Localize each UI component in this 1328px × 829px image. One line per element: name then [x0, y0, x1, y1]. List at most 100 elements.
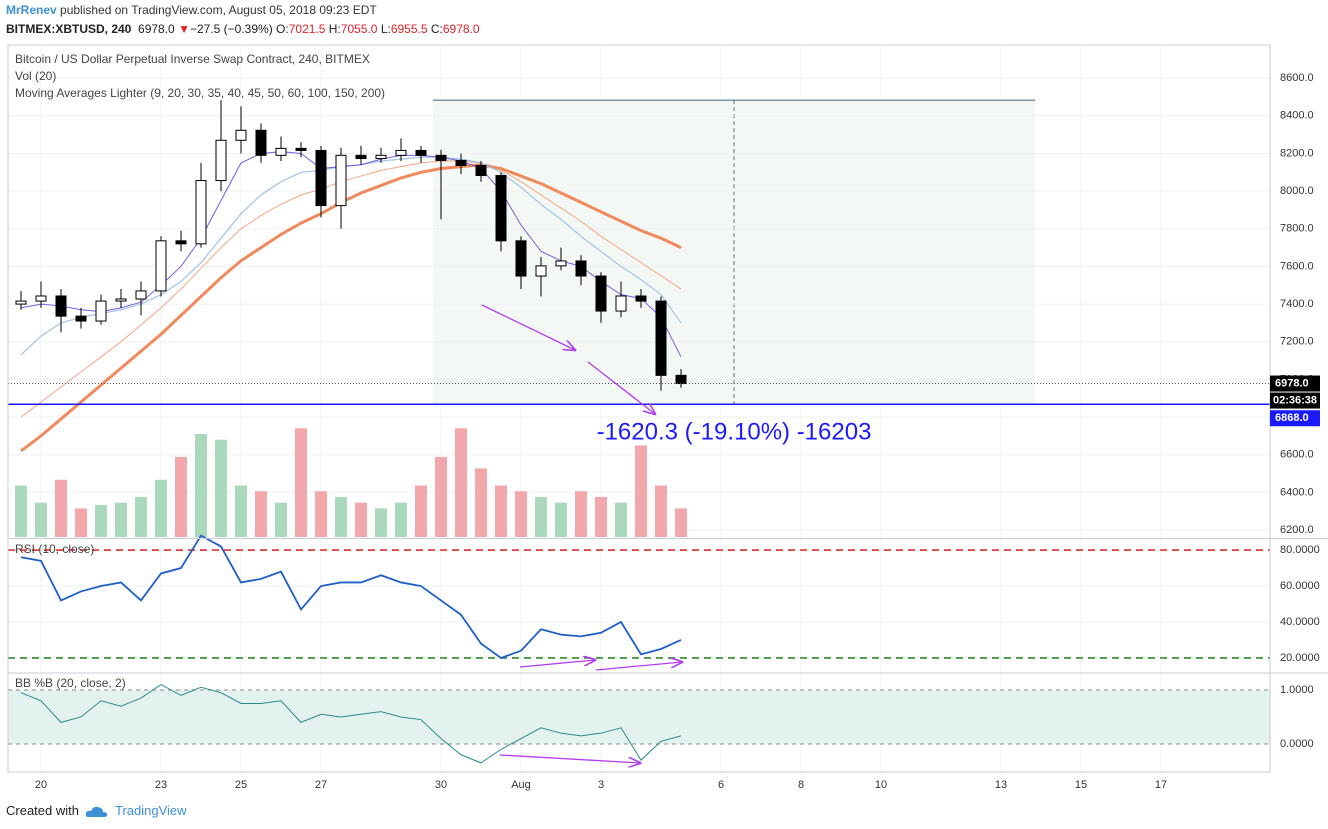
chart: 20 23 25 27 30 Aug 3 6 8 10 13 15 17 -1620.3 (-19.10%… [7, 44, 1328, 791]
volume-bar [515, 491, 527, 537]
candle-body [275, 147, 287, 156]
l-label: L: [380, 22, 391, 36]
volume-bar [195, 434, 207, 537]
candle-body [155, 240, 167, 292]
volume-bar [655, 485, 667, 537]
volume-bar [15, 485, 27, 537]
pane-title: RSI (10, close) [15, 542, 94, 556]
candle-body [295, 147, 307, 151]
candle-body [75, 315, 87, 322]
candle-body [215, 139, 227, 182]
x-tick-label: 13 [995, 779, 1007, 791]
volume-bar [95, 504, 107, 537]
candle-body [615, 295, 627, 312]
brand[interactable]: TradingView [114, 803, 187, 818]
y-tick-label: 7800.0 [1280, 223, 1314, 235]
legend-entry: Moving Averages Lighter (9, 20, 30, 35, … [15, 86, 385, 100]
candle-body [635, 295, 647, 302]
volume-bar [175, 456, 187, 537]
y-tick-label: 7400.0 [1280, 298, 1314, 310]
volume-bar [75, 508, 87, 537]
price-label: 6868.0 [1275, 412, 1309, 424]
candle-body [395, 149, 407, 156]
measure-label: -1620.3 (-19.10%) -16203 [597, 419, 872, 446]
overlay-layer: 20 23 25 27 30 Aug 3 6 8 10 13 15 17 -1620.3 (-19.10%… [7, 44, 1328, 791]
moving-average [20, 163, 682, 453]
volume-bar [395, 502, 407, 537]
volume-bar [355, 502, 367, 537]
candle-body [415, 149, 427, 156]
x-tick-label: 6 [718, 779, 724, 791]
x-tick-label: 20 [35, 779, 47, 791]
candle-body [475, 165, 487, 176]
volume-bar [275, 502, 287, 537]
candle-body [95, 300, 107, 322]
volume-bar [475, 468, 487, 537]
price-label-box [1270, 375, 1320, 392]
o-label: O: [276, 22, 289, 36]
down-triangle: ▼ [178, 22, 190, 36]
countdown-box [1270, 392, 1320, 409]
candle-body [15, 300, 27, 305]
y-tick-label: 8600.0 [1280, 72, 1314, 84]
volume-bar [255, 491, 267, 537]
pane-title: Bitcoin / US Dollar Perpetual Inverse Sw… [15, 52, 370, 66]
indicator-line [20, 534, 682, 659]
candle-body [35, 295, 47, 302]
volume-bar [235, 485, 247, 537]
x-tick-label: 10 [875, 779, 887, 791]
volume-bar [35, 502, 47, 537]
candle-body [435, 154, 447, 161]
y-tick-label: 6200.0 [1280, 524, 1314, 536]
volume-bar [455, 428, 467, 537]
last-price: 6978.0 [138, 22, 175, 36]
volume-bar [495, 485, 507, 537]
volume-bar [295, 428, 307, 537]
annotation-arrow [587, 361, 655, 414]
volume-bar [675, 508, 687, 537]
candle-body [315, 149, 327, 207]
high: 7055.0 [340, 22, 378, 36]
price-label-box [1270, 410, 1320, 427]
candle-body [555, 260, 567, 267]
change: −27.5 (−0.39%) [189, 22, 273, 36]
x-tick-label: 23 [155, 779, 167, 791]
indicator-line [20, 683, 682, 764]
y-tick-label: 8400.0 [1280, 110, 1314, 122]
candle-body [335, 154, 347, 207]
candle-body [195, 180, 207, 245]
volume-bar [135, 496, 147, 537]
annotation-arrow [595, 662, 682, 671]
open: 7021.5 [288, 22, 326, 36]
countdown: 02:36:38 [1273, 394, 1317, 406]
x-tick-label: Aug [511, 779, 531, 791]
candle-body [175, 240, 187, 245]
y-tick-label: 60.0000 [1280, 580, 1320, 592]
y-tick-label: 6600.0 [1280, 449, 1314, 461]
y-tick-label: 7600.0 [1280, 260, 1314, 272]
close: 6978.0 [442, 22, 480, 36]
x-tick-label: 17 [1155, 779, 1167, 791]
x-tick-label: 30 [435, 779, 447, 791]
volume-bar [615, 502, 627, 537]
y-tick-label: 80.0000 [1280, 544, 1320, 556]
x-tick-label: 27 [315, 779, 327, 791]
volume-bar [575, 491, 587, 537]
volume-bar [315, 491, 327, 537]
candle-body [255, 129, 267, 156]
volume-bar [375, 508, 387, 537]
pane-title: BB %B (20, close, 2) [15, 676, 126, 690]
volume-bar [555, 502, 567, 537]
candle-body [55, 295, 67, 317]
publish-info: published on TradingView.com, August 05,… [60, 3, 377, 17]
volume-bar [55, 479, 67, 537]
candle-body [575, 260, 587, 277]
author[interactable]: MrRenev [6, 3, 57, 17]
candle-body [655, 300, 667, 376]
volume-bar [335, 496, 347, 537]
candle-body [495, 174, 507, 242]
created-with: Created with [6, 803, 79, 818]
volume-bar [155, 479, 167, 537]
volume-bar [535, 496, 547, 537]
